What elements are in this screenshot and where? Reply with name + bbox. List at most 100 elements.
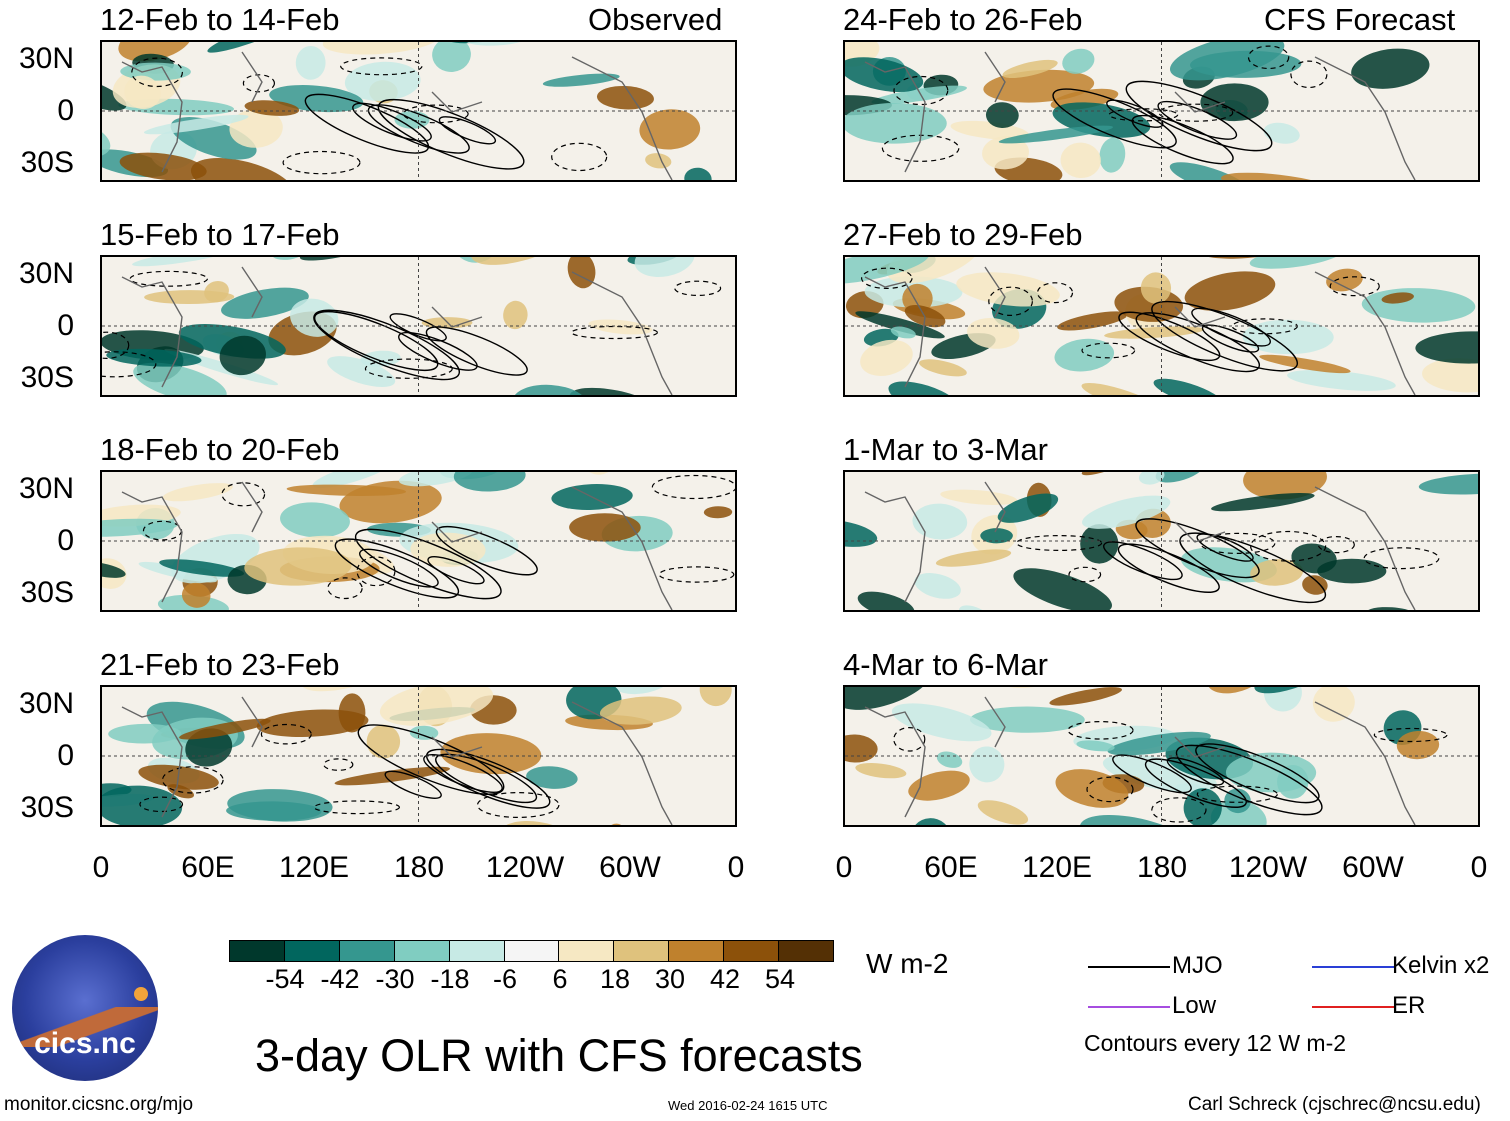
xlabel-0e-left: 0 — [727, 851, 745, 884]
mjo-contour — [377, 98, 525, 170]
mjo-contour-dashed — [1247, 45, 1290, 70]
colorbar-swatch — [668, 940, 725, 962]
olr-anomaly — [845, 257, 930, 284]
mjo-contour — [435, 525, 538, 576]
olr-anomaly — [1162, 42, 1189, 43]
olr-anomaly — [940, 489, 1018, 505]
colorbar-swatch — [558, 940, 615, 962]
olr-anomaly — [409, 725, 439, 740]
legend-line-er — [1312, 1006, 1394, 1008]
olr-anomaly — [994, 687, 1078, 689]
olr-anomaly — [1287, 370, 1396, 391]
olr-anomaly — [871, 85, 967, 105]
olr-anomaly — [1138, 472, 1165, 485]
colorbar-label-10: 54 — [764, 964, 796, 994]
olr-anomaly — [1002, 59, 1058, 79]
olr-anomaly — [980, 528, 1013, 544]
colorbar-swatch — [448, 940, 505, 962]
olr-anomaly — [1312, 687, 1355, 722]
footer-url[interactable]: monitor.cicsnc.org/mjo — [4, 1094, 194, 1115]
olr-anomaly — [491, 687, 575, 688]
olr-anomaly — [1062, 48, 1095, 74]
map-panel-3 — [100, 255, 737, 397]
olr-anomaly — [1263, 122, 1300, 144]
colorbar-unit: W m-2 — [866, 948, 949, 979]
logo-mountains — [12, 1007, 158, 1047]
mjo-contour — [425, 326, 528, 376]
mjo-contour — [1175, 744, 1323, 816]
coastline — [121, 481, 673, 610]
olr-anomaly — [1211, 492, 1315, 512]
olr-field — [102, 687, 735, 825]
xlabel-0-right: 0 — [835, 851, 853, 884]
mjo-contour — [313, 310, 439, 372]
olr-anomaly — [890, 326, 916, 339]
olr-anomaly — [118, 42, 193, 62]
olr-anomaly — [102, 75, 127, 111]
olr-anomaly — [959, 605, 988, 610]
olr-anomaly — [1381, 292, 1414, 304]
mjo-contour — [1196, 533, 1254, 562]
mjo-contour — [1201, 324, 1260, 353]
olr-anomaly — [299, 257, 382, 261]
mjo-contour-dashed — [476, 791, 560, 818]
mjo-contour-dashed — [674, 280, 722, 296]
mjo-contour — [354, 528, 502, 600]
olr-anomaly — [398, 472, 473, 487]
map-panel-4 — [843, 255, 1480, 397]
mjo-contour-dashed — [161, 766, 224, 794]
olr-anomaly — [204, 280, 229, 303]
olr-anomaly — [1326, 268, 1363, 292]
mjo-contour-dashed — [1151, 797, 1207, 823]
olr-anomaly — [601, 823, 630, 825]
olr-anomaly — [327, 356, 396, 387]
olr-anomaly — [1183, 788, 1222, 825]
olr-anomaly — [1140, 272, 1172, 304]
mjo-contour — [435, 753, 538, 804]
olr-anomaly — [1057, 311, 1129, 331]
olr-anomaly — [912, 503, 968, 540]
mjo-contour-dashed — [327, 577, 363, 600]
olr-field — [102, 472, 735, 610]
xlabel-60w-left: 60W — [599, 851, 661, 884]
olr-anomaly — [998, 125, 1113, 144]
olr-anomaly — [221, 287, 309, 319]
olr-anomaly — [985, 102, 1019, 129]
colorbar-swatch — [229, 940, 285, 962]
olr-anomaly — [1060, 142, 1101, 179]
ylabel-30s-r4: 30S — [20, 791, 74, 824]
mjo-contour — [1151, 300, 1299, 372]
olr-anomaly — [256, 709, 369, 738]
olr-anomaly — [1221, 172, 1336, 180]
olr-anomaly — [190, 158, 295, 180]
ylabel-30s-r1: 30S — [20, 146, 74, 179]
olr-anomaly — [935, 549, 1012, 567]
olr-anomaly — [845, 102, 947, 144]
coastline — [121, 51, 673, 180]
olr-anomaly — [1049, 687, 1122, 706]
panel-title-8: 4-Mar to 6-Mar — [843, 647, 1048, 682]
olr-field — [845, 687, 1478, 825]
mjo-contour — [1179, 532, 1327, 604]
olr-anomaly — [1155, 472, 1206, 483]
olr-anomaly — [967, 318, 1020, 349]
olr-anomaly — [1277, 764, 1309, 799]
map-panel-2 — [843, 40, 1480, 182]
mjo-contour-dashed — [1196, 785, 1278, 803]
contour-note: Contours every 12 W m-2 — [1084, 1030, 1347, 1056]
panel-title-3: 15-Feb to 17-Feb — [100, 217, 340, 252]
olr-anomaly — [936, 751, 963, 768]
xlabel-60w-right: 60W — [1342, 851, 1404, 884]
mjo-contour-dashed — [129, 270, 209, 287]
olr-anomaly — [703, 506, 733, 519]
olr-anomaly — [911, 818, 952, 825]
ylabel-30s-r3: 30S — [20, 576, 74, 609]
olr-anomaly — [1396, 730, 1440, 760]
mjo-contour — [1131, 114, 1234, 165]
mjo-contour-dashed — [1250, 530, 1327, 562]
olr-anomaly — [466, 42, 529, 46]
olr-anomaly — [982, 136, 1029, 170]
panel-title-5: 18-Feb to 20-Feb — [100, 432, 340, 467]
mjo-contour — [438, 116, 497, 145]
olr-anomaly — [569, 513, 641, 542]
